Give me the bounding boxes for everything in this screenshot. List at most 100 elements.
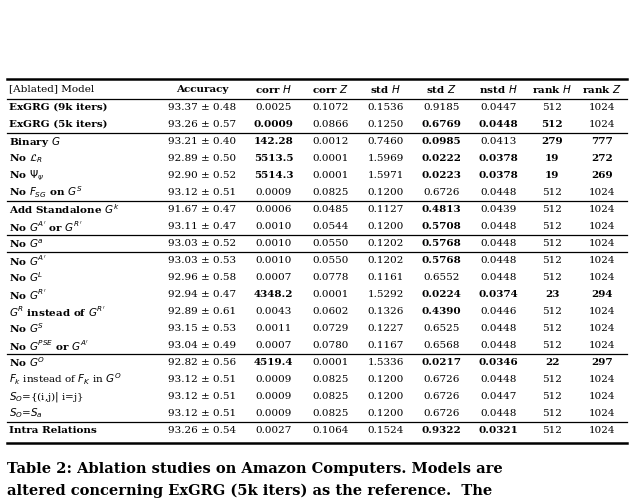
Text: 0.0448: 0.0448 bbox=[480, 188, 516, 197]
Text: No $G^{A'}$: No $G^{A'}$ bbox=[9, 253, 47, 267]
Text: 1.5336: 1.5336 bbox=[368, 358, 404, 367]
Text: 1024: 1024 bbox=[589, 222, 615, 231]
Text: 0.6769: 0.6769 bbox=[422, 120, 461, 129]
Text: 0.0009: 0.0009 bbox=[253, 120, 293, 129]
Text: 1024: 1024 bbox=[589, 375, 615, 384]
Text: 93.12 ± 0.51: 93.12 ± 0.51 bbox=[168, 375, 236, 384]
Text: 0.1064: 0.1064 bbox=[312, 426, 349, 435]
Text: 0.4813: 0.4813 bbox=[422, 205, 461, 214]
Text: 0.1200: 0.1200 bbox=[368, 375, 404, 384]
Text: 512: 512 bbox=[542, 341, 562, 350]
Text: 297: 297 bbox=[591, 358, 613, 367]
Text: 0.0550: 0.0550 bbox=[312, 256, 349, 265]
Text: 0.5768: 0.5768 bbox=[422, 239, 461, 248]
Text: 0.0448: 0.0448 bbox=[480, 375, 516, 384]
Text: 93.37 ± 0.48: 93.37 ± 0.48 bbox=[168, 103, 236, 112]
Text: No $\mathcal{L}_R$: No $\mathcal{L}_R$ bbox=[9, 152, 43, 165]
Text: 512: 512 bbox=[542, 426, 562, 435]
Text: $F_k$ instead of $F_K$ in $G^O$: $F_k$ instead of $F_K$ in $G^O$ bbox=[9, 372, 122, 387]
Text: 0.0374: 0.0374 bbox=[479, 290, 518, 299]
Text: 0.0001: 0.0001 bbox=[312, 290, 349, 299]
Text: 0.1161: 0.1161 bbox=[368, 273, 404, 282]
Text: 0.0729: 0.0729 bbox=[312, 324, 349, 333]
Text: 0.5708: 0.5708 bbox=[422, 222, 461, 231]
Text: 512: 512 bbox=[542, 392, 562, 401]
Text: $S_O$=$S_a$: $S_O$=$S_a$ bbox=[9, 407, 43, 420]
Text: $S_O$={(i,j)$|$ i=j}: $S_O$={(i,j)$|$ i=j} bbox=[9, 390, 84, 404]
Text: 0.0001: 0.0001 bbox=[312, 171, 349, 180]
Text: 93.03 ± 0.53: 93.03 ± 0.53 bbox=[168, 256, 236, 265]
Text: 0.1200: 0.1200 bbox=[368, 392, 404, 401]
Text: 93.12 ± 0.51: 93.12 ± 0.51 bbox=[168, 392, 236, 401]
Text: 0.1202: 0.1202 bbox=[368, 239, 404, 248]
Text: 0.0223: 0.0223 bbox=[422, 171, 461, 180]
Text: 0.5768: 0.5768 bbox=[422, 256, 461, 265]
Text: ExGRG (5k iters): ExGRG (5k iters) bbox=[9, 120, 108, 129]
Text: rank $H$: rank $H$ bbox=[532, 83, 572, 95]
Text: 93.12 ± 0.51: 93.12 ± 0.51 bbox=[168, 409, 236, 418]
Text: 0.0825: 0.0825 bbox=[312, 409, 349, 418]
Text: Accuracy: Accuracy bbox=[176, 84, 228, 93]
Text: 0.0448: 0.0448 bbox=[480, 239, 516, 248]
Text: Add Standalone $G^k$: Add Standalone $G^k$ bbox=[9, 203, 120, 217]
Text: 0.0007: 0.0007 bbox=[255, 341, 292, 350]
Text: 0.1227: 0.1227 bbox=[368, 324, 404, 333]
Text: 294: 294 bbox=[591, 290, 612, 299]
Text: 0.0222: 0.0222 bbox=[422, 154, 461, 163]
Text: Intra Relations: Intra Relations bbox=[9, 426, 97, 435]
Text: 0.0378: 0.0378 bbox=[479, 171, 518, 180]
Text: 0.0544: 0.0544 bbox=[312, 222, 349, 231]
Text: 0.0011: 0.0011 bbox=[255, 324, 292, 333]
Text: 512: 512 bbox=[542, 239, 562, 248]
Text: 93.11 ± 0.47: 93.11 ± 0.47 bbox=[168, 222, 236, 231]
Text: 0.1200: 0.1200 bbox=[368, 409, 404, 418]
Text: 0.1127: 0.1127 bbox=[368, 205, 404, 214]
Text: 92.90 ± 0.52: 92.90 ± 0.52 bbox=[168, 171, 236, 180]
Text: 0.6726: 0.6726 bbox=[423, 409, 460, 418]
Text: 0.1250: 0.1250 bbox=[368, 120, 404, 129]
Text: 0.0448: 0.0448 bbox=[480, 256, 516, 265]
Text: 0.0485: 0.0485 bbox=[312, 205, 349, 214]
Text: altered concerning ExGRG (5k iters) as the reference.  The: altered concerning ExGRG (5k iters) as t… bbox=[7, 484, 492, 498]
Text: 0.0006: 0.0006 bbox=[255, 205, 292, 214]
Text: 4519.4: 4519.4 bbox=[253, 358, 293, 367]
Text: 22: 22 bbox=[545, 358, 559, 367]
Text: 1024: 1024 bbox=[589, 120, 615, 129]
Text: 1024: 1024 bbox=[589, 409, 615, 418]
Text: 23: 23 bbox=[545, 290, 559, 299]
Text: 0.6726: 0.6726 bbox=[423, 188, 460, 197]
Text: 0.1072: 0.1072 bbox=[312, 103, 349, 112]
Text: 777: 777 bbox=[591, 137, 613, 146]
Text: 93.21 ± 0.40: 93.21 ± 0.40 bbox=[168, 137, 236, 146]
Text: 5514.3: 5514.3 bbox=[253, 171, 293, 180]
Text: 93.12 ± 0.51: 93.12 ± 0.51 bbox=[168, 188, 236, 197]
Text: 0.0009: 0.0009 bbox=[255, 375, 292, 384]
Text: No $G^{A'}$ or $G^{R'}$: No $G^{A'}$ or $G^{R'}$ bbox=[9, 220, 83, 234]
Text: 0.0043: 0.0043 bbox=[255, 307, 292, 316]
Text: 0.6726: 0.6726 bbox=[423, 392, 460, 401]
Text: 0.0012: 0.0012 bbox=[312, 137, 349, 146]
Text: 0.0010: 0.0010 bbox=[255, 222, 292, 231]
Text: 0.0602: 0.0602 bbox=[312, 307, 349, 316]
Text: Binary $G$: Binary $G$ bbox=[9, 135, 61, 149]
Text: Table 2: Ablation studies on Amazon Computers. Models are: Table 2: Ablation studies on Amazon Comp… bbox=[7, 462, 503, 476]
Text: 92.82 ± 0.56: 92.82 ± 0.56 bbox=[168, 358, 236, 367]
Text: 0.0780: 0.0780 bbox=[312, 341, 349, 350]
Text: 0.0825: 0.0825 bbox=[312, 392, 349, 401]
Text: 0.1326: 0.1326 bbox=[368, 307, 404, 316]
Text: No $G^{PSE}$ or $G^{A'}$: No $G^{PSE}$ or $G^{A'}$ bbox=[9, 338, 89, 353]
Text: 1024: 1024 bbox=[589, 307, 615, 316]
Text: 93.04 ± 0.49: 93.04 ± 0.49 bbox=[168, 341, 236, 350]
Text: 512: 512 bbox=[542, 409, 562, 418]
Text: 512: 512 bbox=[542, 273, 562, 282]
Text: 0.0448: 0.0448 bbox=[480, 324, 516, 333]
Text: 269: 269 bbox=[591, 171, 613, 180]
Text: 0.6525: 0.6525 bbox=[423, 324, 460, 333]
Text: 0.0010: 0.0010 bbox=[255, 239, 292, 248]
Text: std $H$: std $H$ bbox=[371, 83, 401, 95]
Text: No $\Psi_{\psi}$: No $\Psi_{\psi}$ bbox=[9, 168, 44, 183]
Text: 0.0778: 0.0778 bbox=[312, 273, 349, 282]
Text: 93.03 ± 0.52: 93.03 ± 0.52 bbox=[168, 239, 236, 248]
Text: 1.5971: 1.5971 bbox=[368, 171, 404, 180]
Text: 0.0346: 0.0346 bbox=[479, 358, 518, 367]
